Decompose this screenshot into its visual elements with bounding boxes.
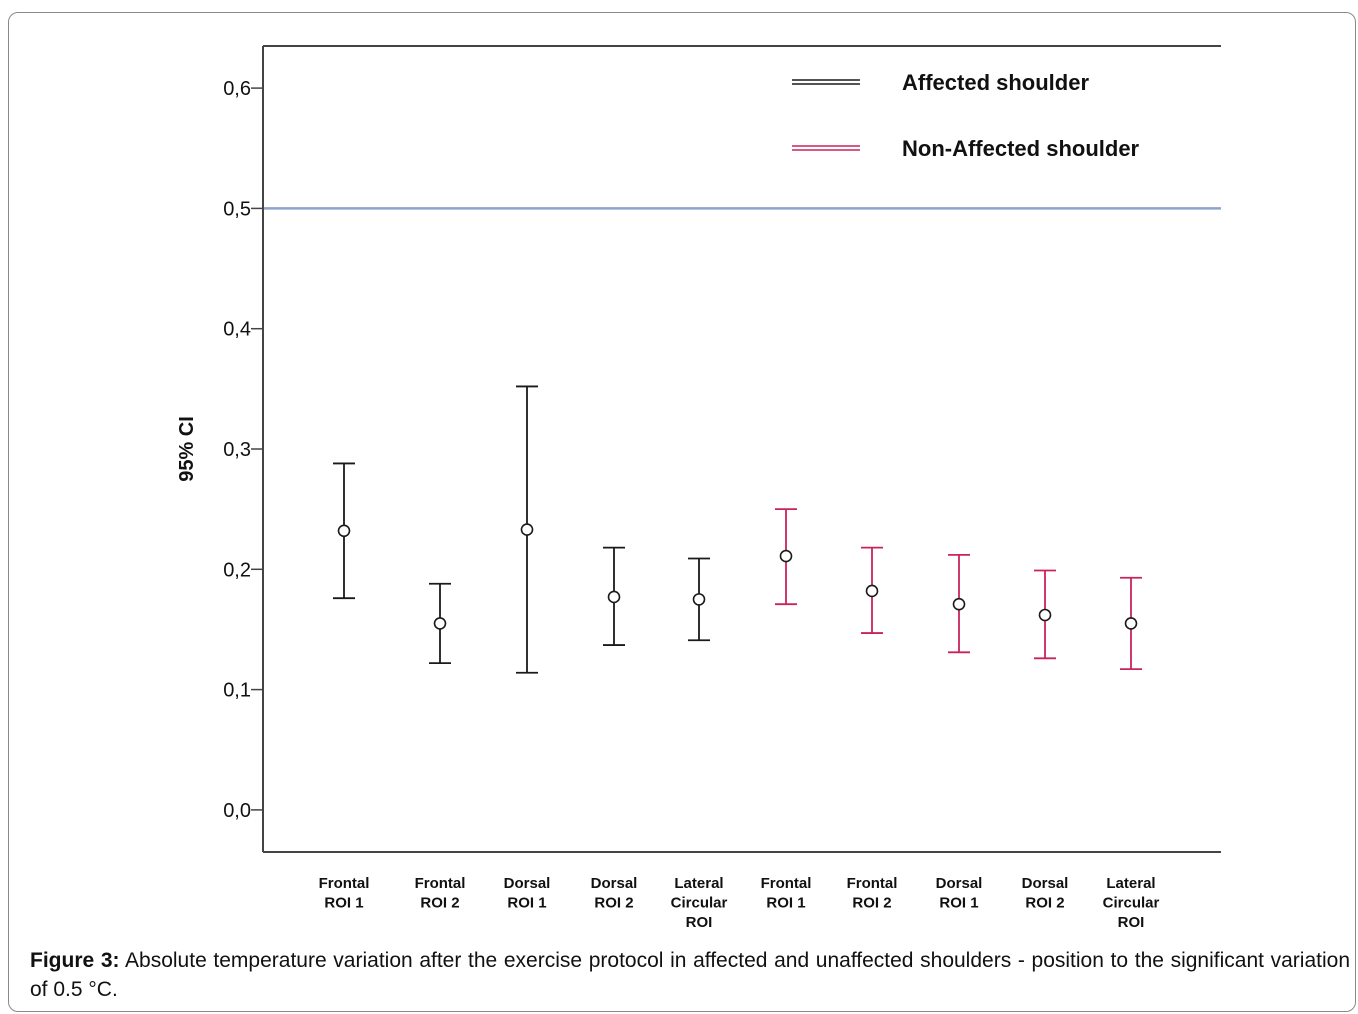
category-label: Frontal ROI 2 xyxy=(847,875,898,912)
y-tick-label: 0,2 xyxy=(223,559,251,581)
category-label-line: ROI 1 xyxy=(766,895,805,912)
y-axis-label: 95% CI xyxy=(176,416,198,482)
category-label-line: Dorsal xyxy=(504,875,551,892)
category-label-line: Dorsal xyxy=(1022,875,1069,892)
mean-marker xyxy=(607,590,621,604)
mean-marker xyxy=(779,549,793,563)
category-label: Lateral Circular ROI xyxy=(1103,875,1160,931)
mean-marker xyxy=(520,523,534,536)
y-tick-label: 0,4 xyxy=(223,319,251,341)
category-label-line: Dorsal xyxy=(591,875,638,892)
legend: Affected shoulder Non-Affected shoulder xyxy=(792,70,1140,161)
category-label-line: Lateral xyxy=(1106,875,1155,892)
figure-caption: Figure 3: Absolute temperature variation… xyxy=(30,946,1350,1004)
mean-marker xyxy=(337,524,351,538)
category-label-line: ROI xyxy=(1118,914,1145,931)
category-label-line: Circular xyxy=(671,895,728,912)
category-label: Frontal ROI 1 xyxy=(761,875,812,912)
category-label-line: Dorsal xyxy=(936,875,983,892)
category-label-line: Frontal xyxy=(847,875,898,892)
category-label: Frontal ROI 1 xyxy=(319,875,370,912)
category-label-line: Lateral xyxy=(674,875,723,892)
category-label-line: ROI 1 xyxy=(507,895,546,912)
category-label-line: ROI 2 xyxy=(1025,895,1064,912)
y-tick-label: 0,3 xyxy=(223,439,251,461)
mean-marker xyxy=(1124,617,1138,630)
category-label-line: ROI 2 xyxy=(594,895,633,912)
category-label-line: ROI 1 xyxy=(324,895,363,912)
legend-label: Non-Affected shoulder xyxy=(902,136,1140,161)
category-label: Frontal ROI 2 xyxy=(415,875,466,912)
category-label: Dorsal ROI 1 xyxy=(504,875,551,912)
category-label-line: Circular xyxy=(1103,895,1160,912)
figure-frame xyxy=(8,12,1356,1012)
axes: 0,0 0,1 0,2 0,3 0,4 0,5 0,6 95% CI xyxy=(176,45,1221,853)
category-label: Dorsal ROI 1 xyxy=(936,875,983,912)
error-bars xyxy=(333,385,1142,674)
mean-marker xyxy=(865,584,879,598)
category-label-line: Frontal xyxy=(319,875,370,892)
category-label-line: ROI 2 xyxy=(420,895,459,912)
category-label-line: Frontal xyxy=(761,875,812,892)
error-bar-chart: 0,0 0,1 0,2 0,3 0,4 0,5 0,6 95% CI Frontal ROI 1… xyxy=(176,45,1221,931)
category-label-line: ROI xyxy=(686,914,713,931)
y-tick-label: 0,1 xyxy=(223,680,251,702)
caption-label: Figure 3: xyxy=(30,949,120,972)
mean-marker xyxy=(692,593,706,606)
y-tick-label: 0,5 xyxy=(223,198,251,220)
mean-marker xyxy=(433,617,447,630)
y-tick-label: 0,0 xyxy=(223,800,251,822)
category-label-line: ROI 2 xyxy=(852,895,891,912)
mean-marker xyxy=(1038,608,1052,622)
category-label: Lateral Circular ROI xyxy=(671,875,728,931)
caption-text: Absolute temperature variation after the… xyxy=(30,949,1350,1001)
category-label: Dorsal ROI 2 xyxy=(1022,875,1069,912)
y-tick-label: 0,6 xyxy=(223,78,251,100)
category-label: Dorsal ROI 2 xyxy=(591,875,638,912)
mean-marker xyxy=(952,597,966,611)
legend-label: Affected shoulder xyxy=(902,70,1089,95)
category-label-line: ROI 1 xyxy=(939,895,978,912)
category-label-line: Frontal xyxy=(415,875,466,892)
